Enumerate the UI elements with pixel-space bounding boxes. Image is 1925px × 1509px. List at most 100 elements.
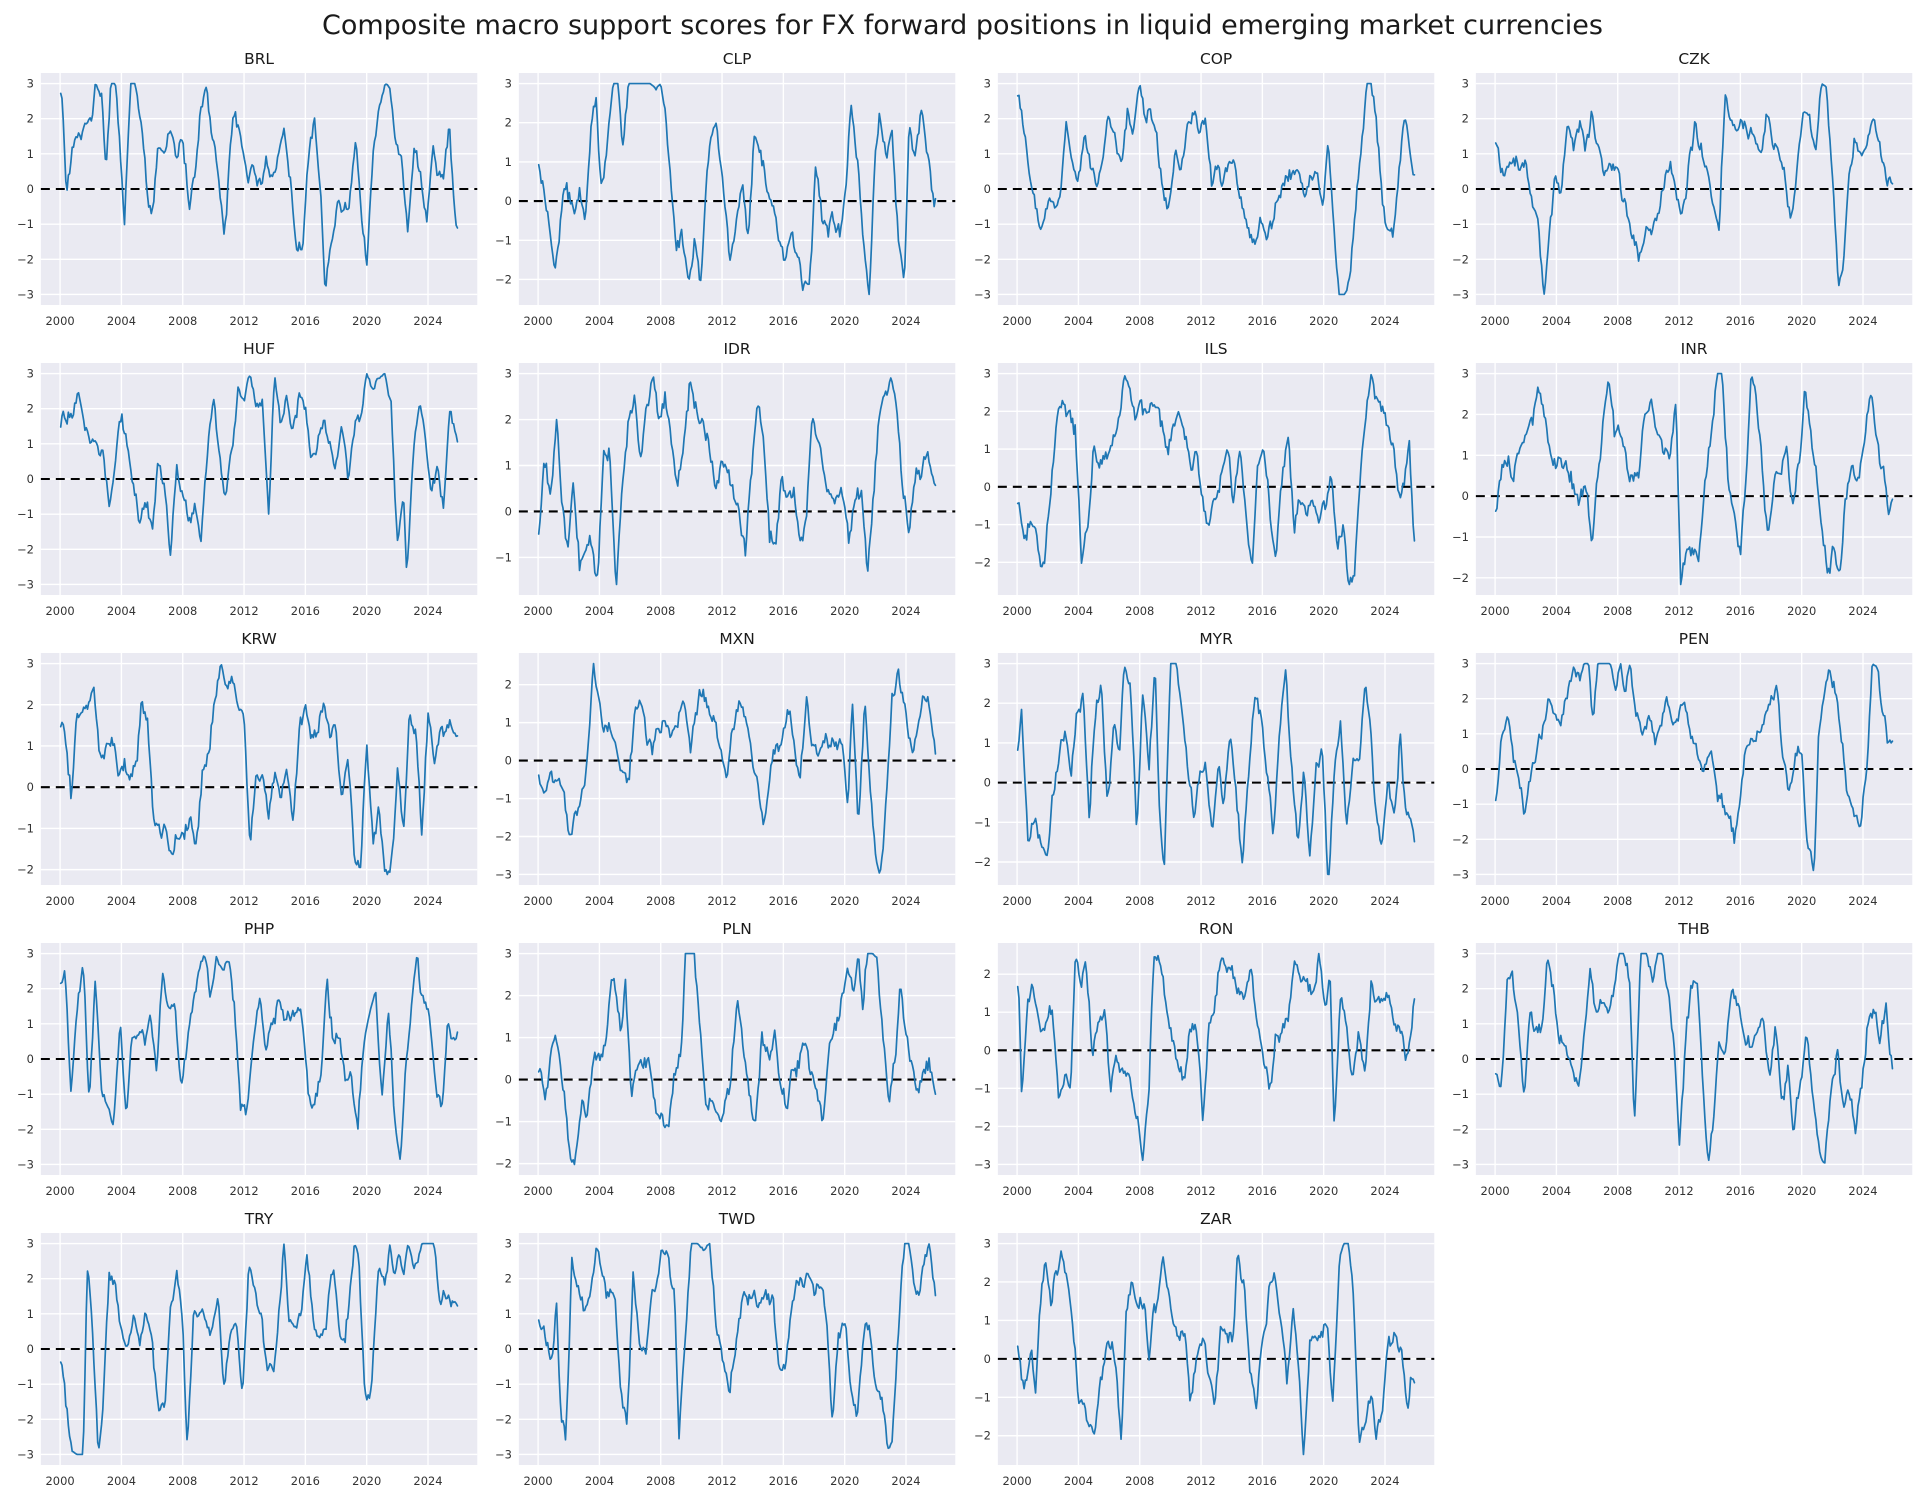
y-tick-label: −1 (974, 217, 991, 231)
subplot-thb: −3 −2 −1 0 1 2 3 2000 2004 2008 2012 2016 2020 2024 TH… (1441, 918, 1919, 1208)
subplot-cop: −3 −2 −1 0 1 2 3 2000 2004 2008 2012 2016 2020 2024 CO… (963, 48, 1441, 338)
y-tick-label: 3 (505, 1237, 512, 1251)
x-tick-label: 2016 (1726, 894, 1755, 908)
series-line (59, 663, 459, 876)
x-tick-label: 2012 (708, 1184, 737, 1198)
series-line (59, 372, 459, 569)
y-tick-label: −1 (17, 821, 34, 835)
subplot-czk: −3 −2 −1 0 1 2 3 2000 2004 2008 2012 2016 2020 2024 CZ… (1441, 48, 1919, 338)
y-tick-label: −3 (974, 287, 991, 301)
y-tick-label: 0 (505, 754, 512, 768)
x-tick-label: 2016 (291, 1474, 320, 1488)
y-tick-label: −2 (974, 1119, 991, 1133)
x-tick-label: 2000 (46, 1184, 75, 1198)
x-tick-label: 2004 (107, 1184, 136, 1198)
plot-area (519, 653, 956, 885)
x-tick-label: 2020 (1309, 894, 1338, 908)
y-tick-label: −3 (1452, 287, 1469, 301)
plot-area (40, 653, 478, 885)
subplot-huf: −3 −2 −1 0 1 2 3 2000 2004 2008 2012 2016 2020 2024 HU… (6, 338, 484, 628)
subplot-title: HUF (243, 340, 275, 358)
x-tick-label: 2020 (1309, 314, 1338, 328)
x-tick-label: 2004 (1542, 314, 1571, 328)
x-tick-label: 2004 (1542, 1184, 1571, 1198)
y-tick-label: 1 (1461, 727, 1468, 741)
y-tick-label: 2 (505, 989, 512, 1003)
y-tick-label: −3 (495, 1447, 512, 1461)
x-tick-label: 2004 (585, 1184, 614, 1198)
y-tick-label: −1 (1452, 1087, 1469, 1101)
x-tick-label: 2008 (168, 314, 197, 328)
subplot-title: ZAR (1200, 1210, 1232, 1228)
subplot-title: BRL (244, 50, 274, 68)
x-tick-label: 2024 (892, 894, 921, 908)
subplot-svg-idr: −1 0 1 2 3 2000 2004 2008 2012 2016 2020 2024 IDR (495, 340, 956, 618)
y-tick-label: −3 (17, 1157, 34, 1171)
y-tick-label: −1 (974, 1390, 991, 1404)
x-tick-label: 2016 (1247, 1474, 1276, 1488)
y-tick-label: 1 (1461, 1017, 1468, 1031)
x-tick-label: 2016 (1726, 314, 1755, 328)
x-tick-label: 2020 (1787, 894, 1816, 908)
x-tick-label: 2004 (585, 604, 614, 618)
x-tick-label: 2000 (46, 1474, 75, 1488)
subplot-title: CLP (723, 50, 752, 68)
y-tick-label: 0 (505, 1342, 512, 1356)
x-tick-label: 2008 (646, 894, 675, 908)
x-tick-label: 2012 (1664, 604, 1693, 618)
x-tick-label: 2012 (1186, 314, 1215, 328)
x-tick-label: 2000 (524, 314, 553, 328)
y-tick-label: −2 (17, 863, 34, 877)
y-tick-label: 2 (27, 1272, 34, 1286)
x-tick-label: 2004 (107, 604, 136, 618)
subplot-svg-myr: −2 −1 0 1 2 3 2000 2004 2008 2012 2016 2020 2024 MYR (974, 630, 1434, 908)
y-tick-label: 3 (1461, 367, 1468, 381)
plot-area (997, 1233, 1434, 1465)
y-tick-label: 1 (27, 437, 34, 451)
y-tick-label: 1 (505, 716, 512, 730)
y-tick-label: −2 (974, 555, 991, 569)
y-tick-label: 3 (1461, 947, 1468, 961)
subplot-title: CZK (1678, 50, 1710, 68)
series-line (1494, 952, 1894, 1164)
subplot-mxn: −3 −2 −1 0 1 2 2000 2004 2008 2012 2016 2020 2024 MXN (484, 628, 962, 918)
subplot-svg-ils: −2 −1 0 1 2 3 2000 2004 2008 2012 2016 2020 2024 ILS (974, 340, 1434, 618)
subplot-title: TWD (718, 1210, 756, 1228)
x-tick-label: 2004 (1063, 314, 1092, 328)
charts-grid: −3 −2 −1 0 1 2 3 2000 2004 2008 2012 2016 2020 2024 BR… (6, 48, 1919, 1498)
x-tick-label: 2008 (646, 604, 675, 618)
subplot-idr: −1 0 1 2 3 2000 2004 2008 2012 2016 2020 2024 IDR (484, 338, 962, 628)
x-tick-label: 2012 (708, 1474, 737, 1488)
subplot-myr: −2 −1 0 1 2 3 2000 2004 2008 2012 2016 2020 2024 MYR (963, 628, 1441, 918)
x-tick-label: 2020 (352, 314, 381, 328)
y-tick-label: 2 (505, 1272, 512, 1286)
y-tick-label: 2 (983, 696, 990, 710)
x-tick-label: 2016 (769, 894, 798, 908)
x-tick-label: 2008 (1603, 894, 1632, 908)
x-tick-label: 2024 (413, 604, 442, 618)
x-tick-label: 2004 (107, 314, 136, 328)
subplot-krw: −2 −1 0 1 2 3 2000 2004 2008 2012 2016 2020 2024 KRW (6, 628, 484, 918)
y-tick-label: 2 (505, 413, 512, 427)
y-tick-label: 3 (983, 367, 990, 381)
subplot-svg-brl: −3 −2 −1 0 1 2 3 2000 2004 2008 2012 2016 2020 2024 BR… (17, 50, 478, 328)
y-tick-label: 0 (1461, 1052, 1468, 1066)
figure-title: Composite macro support scores for FX fo… (322, 10, 1603, 41)
series-line (59, 82, 459, 287)
y-tick-label: 3 (505, 947, 512, 961)
x-tick-label: 2016 (769, 604, 798, 618)
y-tick-label: 0 (1461, 489, 1468, 503)
x-tick-label: 2004 (585, 894, 614, 908)
y-tick-label: 0 (27, 472, 34, 486)
subplot-title: RON (1198, 920, 1232, 938)
y-tick-label: 1 (27, 739, 34, 753)
x-tick-label: 2000 (1480, 894, 1509, 908)
x-tick-label: 2020 (1787, 1184, 1816, 1198)
x-tick-label: 2012 (229, 1474, 258, 1488)
y-tick-label: 2 (1461, 692, 1468, 706)
y-tick-label: −1 (1452, 217, 1469, 231)
y-tick-label: 2 (505, 116, 512, 130)
y-tick-label: 1 (27, 1307, 34, 1321)
x-tick-label: 2020 (1309, 604, 1338, 618)
x-tick-label: 2004 (585, 1474, 614, 1488)
